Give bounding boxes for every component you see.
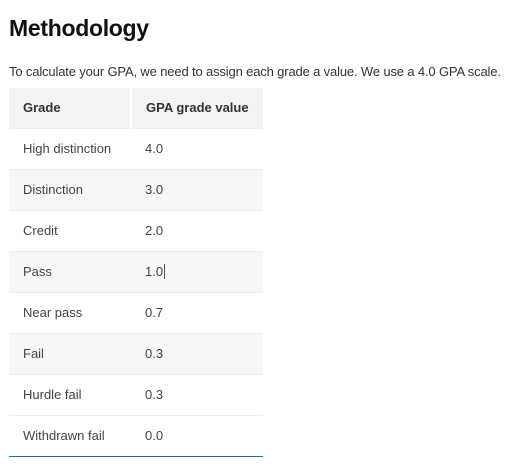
table-row: Distinction 3.0 — [9, 168, 263, 210]
table-row: Fail 0.3 — [9, 332, 263, 374]
value-cell: 0.3 — [131, 373, 263, 415]
value-cell: 2.0 — [131, 209, 263, 251]
value-text-with-cursor: 1.0 — [145, 264, 166, 279]
table-row: Withdrawn fail 0.0 — [9, 414, 263, 457]
gpa-grade-table: Grade GPA grade value High distinction 4… — [9, 88, 263, 457]
page-title: Methodology — [9, 15, 149, 41]
value-cell: 3.0 — [131, 168, 263, 210]
grade-cell: Distinction — [9, 168, 131, 210]
column-header-value: GPA grade value — [131, 88, 263, 128]
table-header-row: Grade GPA grade value — [9, 88, 263, 128]
intro-text: To calculate your GPA, we need to assign… — [9, 64, 501, 79]
table-row: Hurdle fail 0.3 — [9, 373, 263, 415]
grade-cell: High distinction — [9, 127, 131, 169]
table-row: High distinction 4.0 — [9, 127, 263, 169]
grade-cell: Fail — [9, 332, 131, 374]
grade-cell: Hurdle fail — [9, 373, 131, 415]
grade-cell: Withdrawn fail — [9, 414, 131, 457]
grade-cell: Pass — [9, 250, 131, 292]
grade-cell: Credit — [9, 209, 131, 251]
table-row: Pass 1.0 — [9, 250, 263, 292]
grade-cell: Near pass — [9, 291, 131, 333]
value-cell: 0.7 — [131, 291, 263, 333]
value-cell: 0.3 — [131, 332, 263, 374]
table-row: Near pass 0.7 — [9, 291, 263, 333]
table-row: Credit 2.0 — [9, 209, 263, 251]
value-cell: 4.0 — [131, 127, 263, 169]
value-cell: 1.0 — [131, 250, 263, 292]
value-cell: 0.0 — [131, 414, 263, 457]
column-header-grade: Grade — [9, 88, 132, 128]
